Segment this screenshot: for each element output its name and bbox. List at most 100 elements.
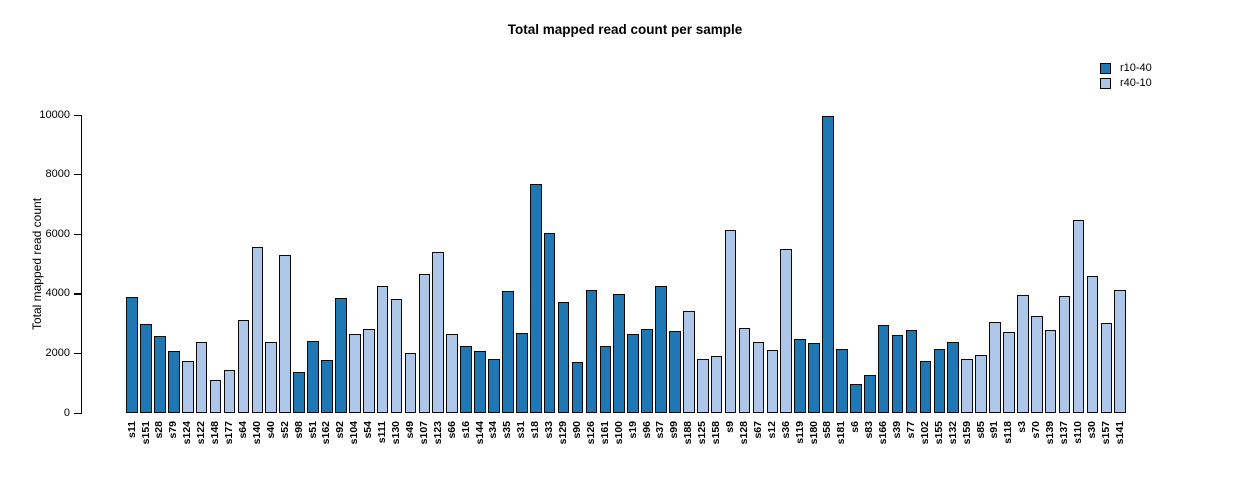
x-tick-label-s129: s129 (557, 421, 570, 445)
bar-s6 (850, 384, 862, 413)
bar-s67 (752, 342, 765, 413)
bar-s83 (863, 375, 876, 413)
bar-s64 (237, 320, 250, 413)
x-tick-label-s155: s155 (932, 421, 945, 445)
bar-s128 (738, 328, 751, 413)
bar-s49 (404, 353, 417, 413)
bar-s12 (766, 350, 779, 413)
x-tick-label-s37: s37 (654, 421, 667, 439)
x-tick-label-s98: s98 (292, 421, 305, 439)
x-tick-label-s3: s3 (1016, 421, 1029, 433)
x-tick-label-s9: s9 (724, 421, 737, 433)
x-tick-label-s66: s66 (445, 421, 458, 439)
bar-s51 (307, 341, 319, 413)
y-axis-title: Total mapped read count (30, 197, 44, 331)
bar-s98 (293, 372, 305, 413)
x-tick-label-s6: s6 (849, 421, 862, 433)
x-tick-label-s58: s58 (821, 421, 834, 439)
bar-s139 (1044, 330, 1057, 413)
bar-s140 (251, 247, 264, 413)
bar-s188 (683, 311, 695, 413)
bar-s144 (474, 351, 486, 413)
bar-s141 (1114, 290, 1127, 413)
x-tick-label-s137: s137 (1058, 421, 1071, 445)
x-tick-label-s159: s159 (960, 421, 973, 445)
bar-s34 (488, 359, 500, 413)
bar-s155 (933, 349, 946, 413)
y-tick-label: 2000 (45, 346, 70, 359)
x-tick-label-s181: s181 (835, 421, 848, 445)
bar-s148 (209, 380, 222, 413)
x-tick-label-s16: s16 (459, 421, 472, 439)
bar-s122 (195, 342, 208, 413)
legend-item-r40-10: r40-10 (1100, 77, 1152, 89)
x-tick-label-s39: s39 (891, 421, 904, 439)
bar-s125 (696, 359, 709, 413)
x-tick-label-s36: s36 (779, 421, 792, 439)
x-tick-label-s125: s125 (696, 421, 709, 445)
x-tick-label-s91: s91 (988, 421, 1001, 439)
x-tick-label-s180: s180 (807, 421, 820, 445)
x-tick-label-s118: s118 (1002, 421, 1015, 444)
bar-s58 (822, 116, 834, 413)
x-tick-label-s161: s161 (598, 421, 611, 445)
bar-s91 (989, 322, 1001, 413)
bar-s92 (335, 298, 347, 413)
x-tick-label-s19: s19 (626, 421, 639, 439)
y-tick (74, 174, 81, 176)
bar-s161 (599, 346, 612, 413)
y-tick-label: 8000 (45, 168, 70, 181)
x-tick-label-s99: s99 (668, 421, 681, 439)
x-tick-label-s139: s139 (1044, 421, 1057, 445)
bar-s162 (321, 360, 333, 413)
bar-s110 (1072, 220, 1085, 413)
legend-swatch-r10-40 (1100, 62, 1111, 74)
legend: r10-40 r40-10 (1100, 62, 1152, 92)
y-tick (74, 412, 81, 414)
x-tick-label-s132: s132 (946, 421, 959, 445)
bar-s111 (376, 286, 389, 413)
bar-s18 (529, 184, 542, 413)
bar-s104 (348, 334, 361, 413)
bar-s39 (891, 335, 904, 413)
x-tick-label-s148: s148 (209, 421, 222, 445)
x-tick-label-s35: s35 (501, 421, 514, 439)
bar-s137 (1058, 296, 1071, 413)
x-tick-label-s64: s64 (236, 421, 249, 439)
x-tick-label-s140: s140 (250, 421, 263, 445)
x-tick-label-s83: s83 (863, 421, 876, 439)
y-tick (74, 114, 81, 116)
x-tick-label-s162: s162 (320, 421, 333, 445)
bar-s158 (710, 356, 723, 413)
x-tick-label-s158: s158 (710, 421, 723, 445)
bar-s180 (808, 343, 820, 413)
x-tick-label-s11: s11 (125, 421, 138, 438)
x-tick-label-s54: s54 (362, 421, 375, 439)
x-tick-label-s49: s49 (403, 421, 416, 439)
bar-s79 (168, 351, 180, 413)
x-tick-label-s30: s30 (1085, 421, 1098, 439)
x-tick-label-s18: s18 (529, 421, 542, 439)
bar-s159 (961, 359, 973, 413)
bar-s52 (279, 255, 291, 413)
x-tick-label-s96: s96 (640, 421, 653, 439)
bar-s40 (265, 342, 278, 413)
x-tick-label-s90: s90 (570, 421, 583, 439)
bar-s54 (362, 329, 375, 413)
bar-s151 (140, 324, 152, 413)
bar-s16 (460, 346, 472, 413)
x-tick-label-s119: s119 (793, 421, 806, 444)
bar-s66 (446, 334, 458, 413)
x-tick-label-s92: s92 (334, 421, 347, 439)
bar-s99 (669, 331, 681, 413)
bar-s124 (181, 361, 194, 413)
x-tick-label-s102: s102 (918, 421, 931, 445)
legend-label-r10-40: r10-40 (1120, 62, 1152, 74)
x-tick-label-s122: s122 (195, 421, 208, 445)
bar-s118 (1003, 332, 1015, 413)
y-axis-line (81, 115, 83, 414)
x-tick-label-s77: s77 (904, 421, 917, 439)
bar-s36 (780, 249, 792, 413)
x-tick-label-s110: s110 (1071, 421, 1084, 444)
